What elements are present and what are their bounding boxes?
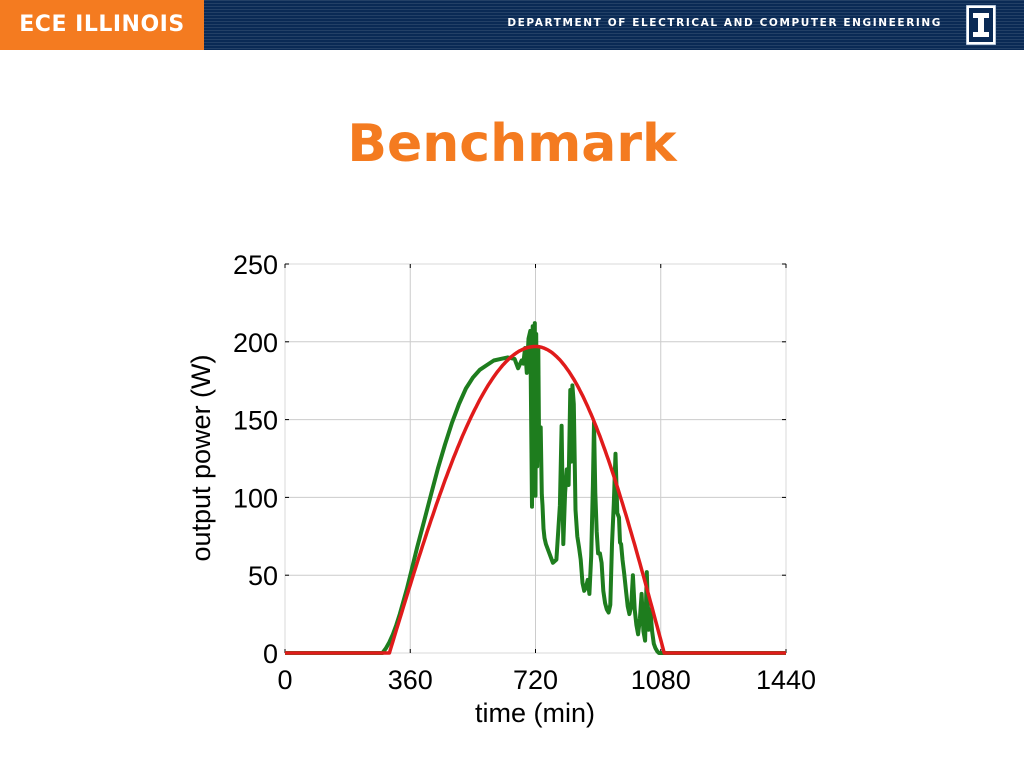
- x-tick-label: 1080: [631, 665, 691, 695]
- series-line-2: [285, 344, 786, 655]
- slide-title: Benchmark: [347, 114, 677, 174]
- x-tick-label: 1440: [756, 665, 816, 695]
- y-tick-label: 100: [233, 483, 278, 513]
- x-tick-label: 0: [277, 665, 292, 695]
- series-line-1: [285, 321, 786, 655]
- illinois-i-icon: [966, 5, 996, 45]
- department-name: DEPARTMENT OF ELECTRICAL AND COMPUTER EN…: [507, 17, 942, 29]
- y-tick-label: 0: [263, 639, 278, 669]
- y-tick-label: 250: [233, 250, 278, 280]
- x-tick-label: 720: [513, 665, 558, 695]
- y-tick-label: 200: [233, 328, 278, 358]
- chart-series: [285, 321, 786, 655]
- x-axis-label: time (min): [475, 698, 595, 728]
- brand-logo: ECE ILLINOIS: [0, 0, 204, 50]
- y-tick-label: 50: [248, 561, 278, 591]
- x-tick-label: 360: [388, 665, 433, 695]
- header-bar: ECE ILLINOIS DEPARTMENT OF ELECTRICAL AN…: [0, 0, 1024, 50]
- chart-ticks: 0 360 720 1080 1440 0 50 100 150 200 250: [233, 250, 816, 695]
- y-axis-label: output power (W): [186, 354, 216, 561]
- y-tick-label: 150: [233, 406, 278, 436]
